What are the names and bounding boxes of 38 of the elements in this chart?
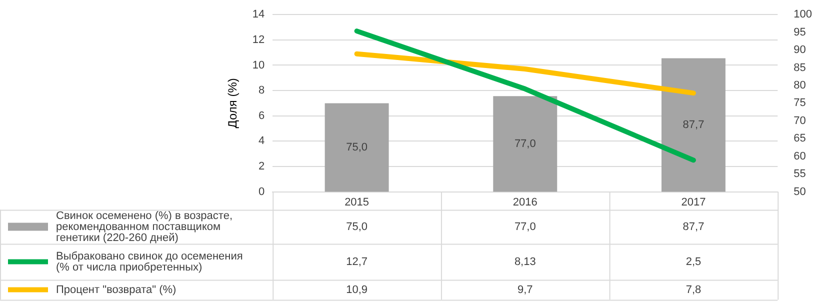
y-tick-label: 14 xyxy=(252,8,265,21)
data-label: 7,8 xyxy=(686,284,702,296)
data-label: 2,5 xyxy=(686,256,702,268)
legend-label: Выбраковано свинок до осеменения (% от числа приобретенных) xyxy=(56,250,243,274)
y-tick-label: 0 xyxy=(258,186,265,198)
text: 77,0 xyxy=(514,138,536,150)
data-label: 12,7 xyxy=(346,256,368,268)
y2-tick-label: 90 xyxy=(794,44,806,56)
y-tick-label: 10 xyxy=(252,59,265,72)
y2-tick-label: 100 xyxy=(794,8,812,21)
data-label: 87,7 xyxy=(682,220,704,233)
x-tick-label: 2015 xyxy=(344,196,370,208)
x-tick-label: 2016 xyxy=(512,196,538,208)
y2-tick-label: 55 xyxy=(794,168,806,180)
y-tick-label: 8 xyxy=(258,84,265,97)
text: 75,0 xyxy=(346,142,368,154)
y-axis-title: Доля (%) xyxy=(226,78,240,128)
data-label: 77,0 xyxy=(514,220,536,233)
text: 87,7 xyxy=(682,119,704,132)
y2-tick-label: 85 xyxy=(794,62,806,74)
data-label: 10,9 xyxy=(346,284,368,296)
y2-tick-label: 60 xyxy=(794,150,806,162)
y2-tick-label: 95 xyxy=(794,26,806,38)
data-label: 8,13 xyxy=(514,256,536,268)
legend-label: Процент "возврата" (%) xyxy=(56,284,176,296)
data-label: 75,0 xyxy=(346,220,368,233)
y-tick-label: 2 xyxy=(258,160,265,173)
y2-tick-label: 70 xyxy=(794,114,806,127)
y2-tick-label: 75 xyxy=(794,97,806,110)
x-tick-label: 2017 xyxy=(681,196,706,208)
legend-label: Свинок осеменено (%) в возрасте, рекомендованном поставщиком генетики (220-260 дней) xyxy=(56,210,232,244)
y-tick-label: 6 xyxy=(258,110,265,122)
y2-tick-label: 50 xyxy=(794,186,806,198)
y-tick-label: 12 xyxy=(252,34,265,46)
data-label: 9,7 xyxy=(517,284,533,296)
y2-tick-label: 80 xyxy=(794,80,806,92)
y-tick-label: 4 xyxy=(258,135,265,148)
y2-tick-label: 65 xyxy=(794,132,806,145)
